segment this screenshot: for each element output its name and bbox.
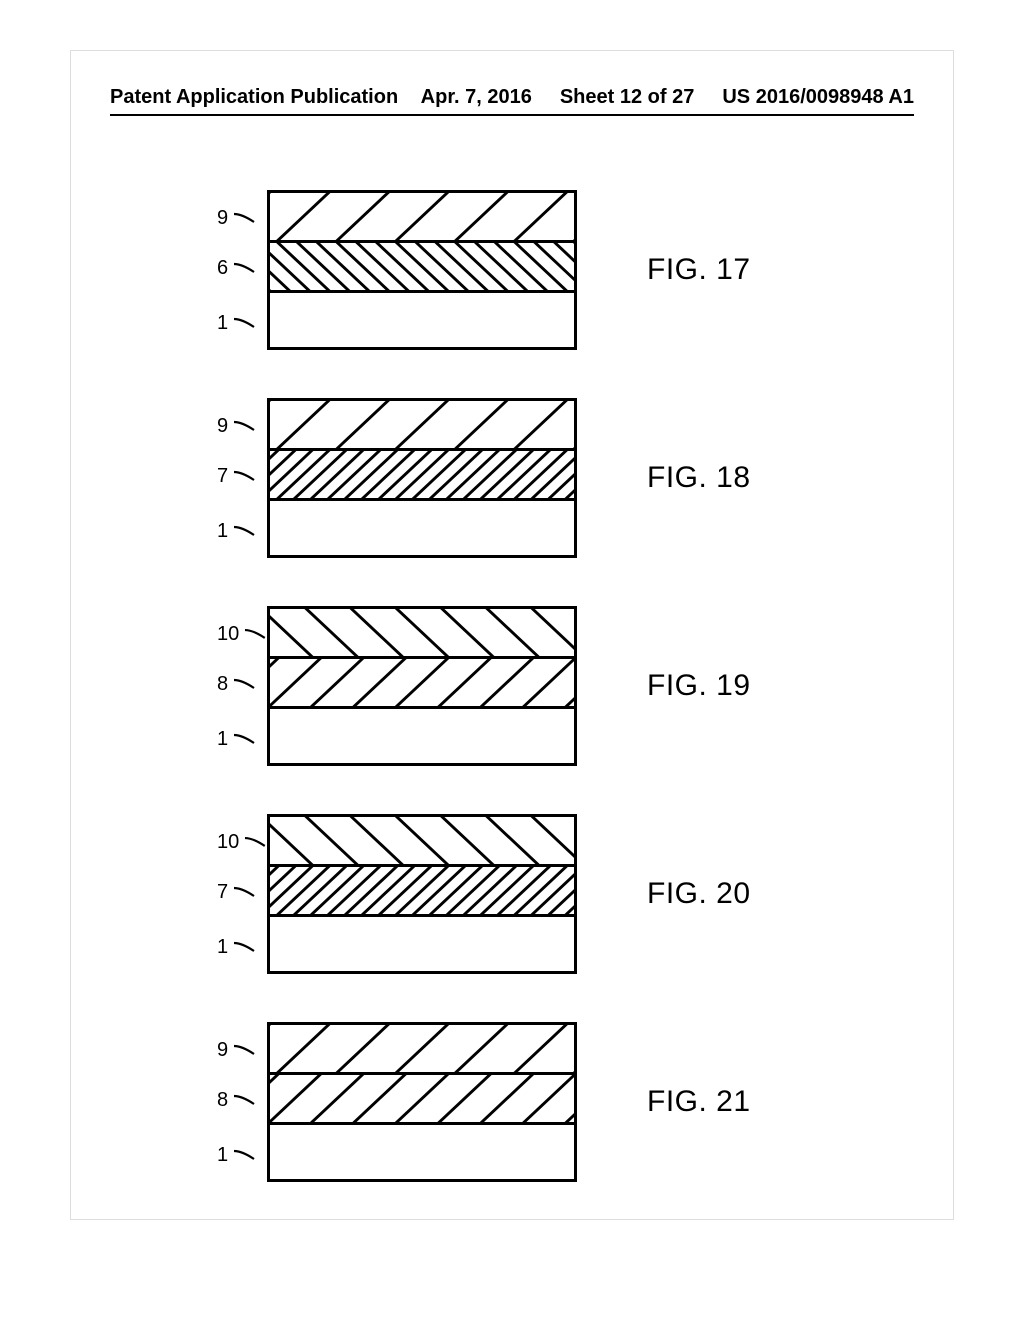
layer — [270, 193, 574, 243]
layer-ref-number: 10 — [217, 831, 243, 854]
layer-ref: 7 — [217, 877, 267, 907]
layer — [270, 243, 574, 293]
layer-ref-number: 1 — [217, 728, 232, 751]
figure-label: FIG. 18 — [647, 461, 807, 495]
layer-ref-number: 1 — [217, 312, 232, 335]
layer-ref: 1 — [217, 516, 267, 546]
layer-ref: 8 — [217, 1085, 267, 1115]
figure-label: FIG. 20 — [647, 877, 807, 911]
layer-stack — [267, 398, 577, 558]
figure-row: 10 8 1 FIG. 19 — [217, 606, 807, 766]
page-header: Patent Application Publication Apr. 7, 2… — [0, 86, 1024, 109]
layer-ref-number: 1 — [217, 936, 232, 959]
layer-ref: 1 — [217, 932, 267, 962]
layer-ref: 8 — [217, 669, 267, 699]
layer-ref-number: 9 — [217, 1039, 232, 1062]
layer — [270, 293, 574, 353]
layer-ref-number: 8 — [217, 1089, 232, 1112]
layer-ref-number: 7 — [217, 465, 232, 488]
figures-container: 9 6 1 FIG. 179 7 1 FIG. 1810 8 1 FIG. 19… — [0, 190, 1024, 1182]
figure-panel: 10 7 1 — [217, 814, 577, 974]
figure-row: 9 7 1 FIG. 18 — [217, 398, 807, 558]
layer-ref-number: 8 — [217, 673, 232, 696]
layer — [270, 501, 574, 561]
layer-ref: 10 — [217, 827, 267, 857]
layer-stack — [267, 1022, 577, 1182]
layer — [270, 867, 574, 917]
layer — [270, 709, 574, 769]
layer-ref: 9 — [217, 411, 267, 441]
figure-row: 9 6 1 FIG. 17 — [217, 190, 807, 350]
figure-panel: 9 7 1 — [217, 398, 577, 558]
layer-ref-number: 6 — [217, 257, 232, 280]
layer-ref-number: 1 — [217, 520, 232, 543]
layer-ref: 1 — [217, 308, 267, 338]
header-date: Apr. 7, 2016 — [421, 86, 532, 109]
layer-stack — [267, 606, 577, 766]
layer-ref: 9 — [217, 1035, 267, 1065]
figure-panel: 9 6 1 — [217, 190, 577, 350]
figure-panel: 9 8 1 — [217, 1022, 577, 1182]
header-left: Patent Application Publication — [110, 86, 398, 109]
layer-ref: 1 — [217, 724, 267, 754]
layer-ref: 9 — [217, 203, 267, 233]
figure-label: FIG. 19 — [647, 669, 807, 703]
header-rule — [110, 114, 914, 116]
figure-row: 10 7 1 FIG. 20 — [217, 814, 807, 974]
header-sheet: Sheet 12 of 27 — [560, 86, 695, 109]
layer — [270, 1075, 574, 1125]
layer-ref: 10 — [217, 619, 267, 649]
layer-ref-number: 9 — [217, 415, 232, 438]
layer-ref: 6 — [217, 253, 267, 283]
layer-ref-number: 10 — [217, 623, 243, 646]
figure-row: 9 8 1 FIG. 21 — [217, 1022, 807, 1182]
figure-panel: 10 8 1 — [217, 606, 577, 766]
layer — [270, 609, 574, 659]
layer-ref-number: 9 — [217, 207, 232, 230]
layer — [270, 917, 574, 977]
layer-ref: 7 — [217, 461, 267, 491]
layer-ref-number: 1 — [217, 1144, 232, 1167]
header-right-group: Apr. 7, 2016 Sheet 12 of 27 US 2016/0098… — [421, 86, 914, 109]
layer — [270, 817, 574, 867]
layer-ref-number: 7 — [217, 881, 232, 904]
figure-label: FIG. 17 — [647, 253, 807, 287]
layer — [270, 451, 574, 501]
layer-stack — [267, 814, 577, 974]
layer-ref: 1 — [217, 1140, 267, 1170]
header-pubno: US 2016/0098948 A1 — [722, 86, 914, 109]
figure-label: FIG. 21 — [647, 1085, 807, 1119]
layer — [270, 1025, 574, 1075]
layer — [270, 659, 574, 709]
layer — [270, 1125, 574, 1185]
layer-stack — [267, 190, 577, 350]
layer — [270, 401, 574, 451]
